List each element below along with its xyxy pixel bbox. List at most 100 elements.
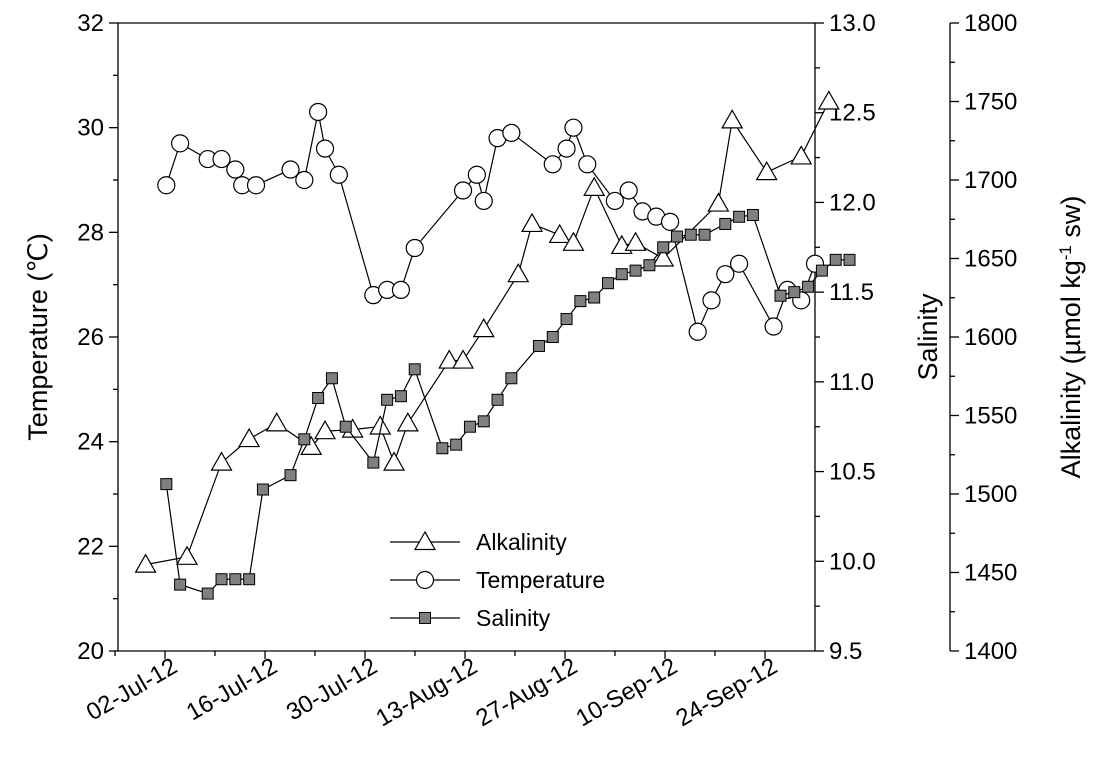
y-tick-label-alkalinity: 1700	[964, 167, 1017, 194]
temperature-point	[329, 165, 348, 184]
y-tick-label-left: 24	[77, 429, 104, 456]
temperature-point	[502, 123, 521, 142]
salinity-point	[643, 259, 656, 272]
y-axis-title-left: Temperature (℃)	[23, 233, 53, 440]
legend-label-salinity: Salinity	[476, 605, 551, 631]
temperature-point	[729, 254, 749, 273]
salinity-point	[436, 442, 449, 455]
legend-label-temperature: Temperature	[476, 567, 605, 593]
temperature-point	[315, 139, 335, 158]
salinity-point	[670, 230, 683, 243]
alkalinity-point	[721, 109, 744, 129]
alkalinity-point	[652, 247, 675, 267]
salinity-point	[629, 264, 642, 277]
salinity-point	[733, 210, 746, 223]
alkalinity-label-tail: sw)	[1056, 196, 1086, 246]
salinity-point	[746, 208, 759, 221]
temperature-point	[226, 160, 245, 179]
alkalinity-point	[583, 176, 606, 196]
alkalinity-point	[507, 262, 530, 283]
temperature-point	[212, 149, 231, 169]
temperature-point	[453, 181, 473, 200]
y-tick-label-left: 26	[77, 324, 104, 351]
y-tick-label-alkalinity: 1750	[964, 89, 1017, 116]
temperature-point	[764, 317, 783, 336]
series-salinity	[160, 208, 856, 600]
alkalinity-point	[134, 553, 157, 573]
y-tick-label-alkalinity: 1450	[964, 560, 1017, 587]
alkalinity-point	[175, 545, 199, 565]
temperature-point	[619, 181, 638, 200]
salinity-point	[463, 420, 476, 433]
salinity-point	[815, 264, 828, 277]
temperature-point	[716, 265, 735, 284]
y-tick-label-salinity: 13.0	[829, 10, 876, 37]
x-tick-label: 24-Sep-12	[671, 653, 782, 732]
plot-frame	[117, 22, 951, 652]
salinity-point	[774, 289, 787, 302]
salinity-point	[201, 587, 214, 600]
temperature-point	[564, 118, 583, 137]
y-axis-title-salinity: Salinity	[913, 293, 943, 381]
alkalinity-point	[438, 349, 461, 369]
x-tick-label: 16-Jul-12	[182, 653, 282, 726]
y-tick-label-alkalinity: 1500	[964, 481, 1017, 508]
legend-label-alkalinity: Alkalinity	[476, 529, 567, 555]
legend: Alkalinity Temperature Salinity	[390, 529, 605, 631]
salinity-point	[491, 393, 504, 406]
salinity-point	[477, 415, 490, 428]
alkalinity-point	[707, 192, 730, 212]
y-tick-label-salinity: 11.5	[829, 279, 874, 306]
alkalinity-point	[238, 427, 261, 448]
y-tick-label-salinity: 9.5	[829, 638, 862, 665]
x-tick-label: 13-Aug-12	[371, 653, 482, 732]
salinity-point	[394, 390, 407, 403]
salinity-point	[450, 438, 463, 451]
salinity-point	[829, 253, 842, 266]
salinity-point	[215, 573, 228, 586]
legend-marker-alkalinity	[413, 530, 437, 551]
y-tick-label-left: 28	[77, 219, 104, 246]
salinity-point	[160, 478, 173, 491]
alkalinity-point	[562, 231, 585, 251]
y-tick-label-alkalinity: 1800	[964, 10, 1017, 37]
alkalinity-point	[548, 223, 571, 244]
temperature-point	[405, 238, 424, 258]
salinity-point	[843, 253, 856, 266]
alkalinity-point	[521, 212, 544, 233]
temperature-point	[557, 139, 576, 158]
y-tick-label-salinity: 12.0	[829, 189, 876, 216]
legend-marker-salinity	[419, 612, 431, 624]
salinity-point	[284, 469, 297, 482]
salinity-point	[657, 241, 670, 254]
salinity-point	[256, 483, 269, 496]
series-temperature	[157, 102, 825, 341]
y-tick-label-salinity: 10.5	[829, 459, 876, 486]
alkalinity-point	[396, 412, 419, 432]
legend-marker-temperature	[415, 570, 435, 590]
salinity-point	[684, 228, 697, 241]
series-layer	[134, 90, 856, 600]
salinity-point	[601, 277, 614, 290]
salinity-point	[367, 456, 380, 469]
y-tick-label-salinity: 11.0	[829, 369, 874, 396]
temperature-point	[543, 155, 562, 174]
salinity-point	[546, 331, 559, 343]
temperature-point	[157, 176, 176, 195]
temperature-point	[467, 165, 486, 184]
salinity-point	[719, 217, 732, 230]
salinity-point	[408, 363, 421, 376]
salinity-point	[532, 339, 545, 352]
y-tick-label-alkalinity: 1550	[964, 403, 1017, 430]
alkalinity-point	[472, 317, 495, 338]
salinity-point	[574, 295, 587, 308]
salinity-point	[788, 286, 801, 299]
salinity-point	[339, 420, 352, 433]
salinity-point	[381, 393, 394, 406]
salinity-point	[312, 392, 325, 405]
temperature-point	[702, 291, 721, 310]
temperature-point	[605, 191, 624, 211]
x-tick-label: 10-Sep-12	[571, 653, 682, 732]
alkalinity-point	[817, 90, 840, 110]
